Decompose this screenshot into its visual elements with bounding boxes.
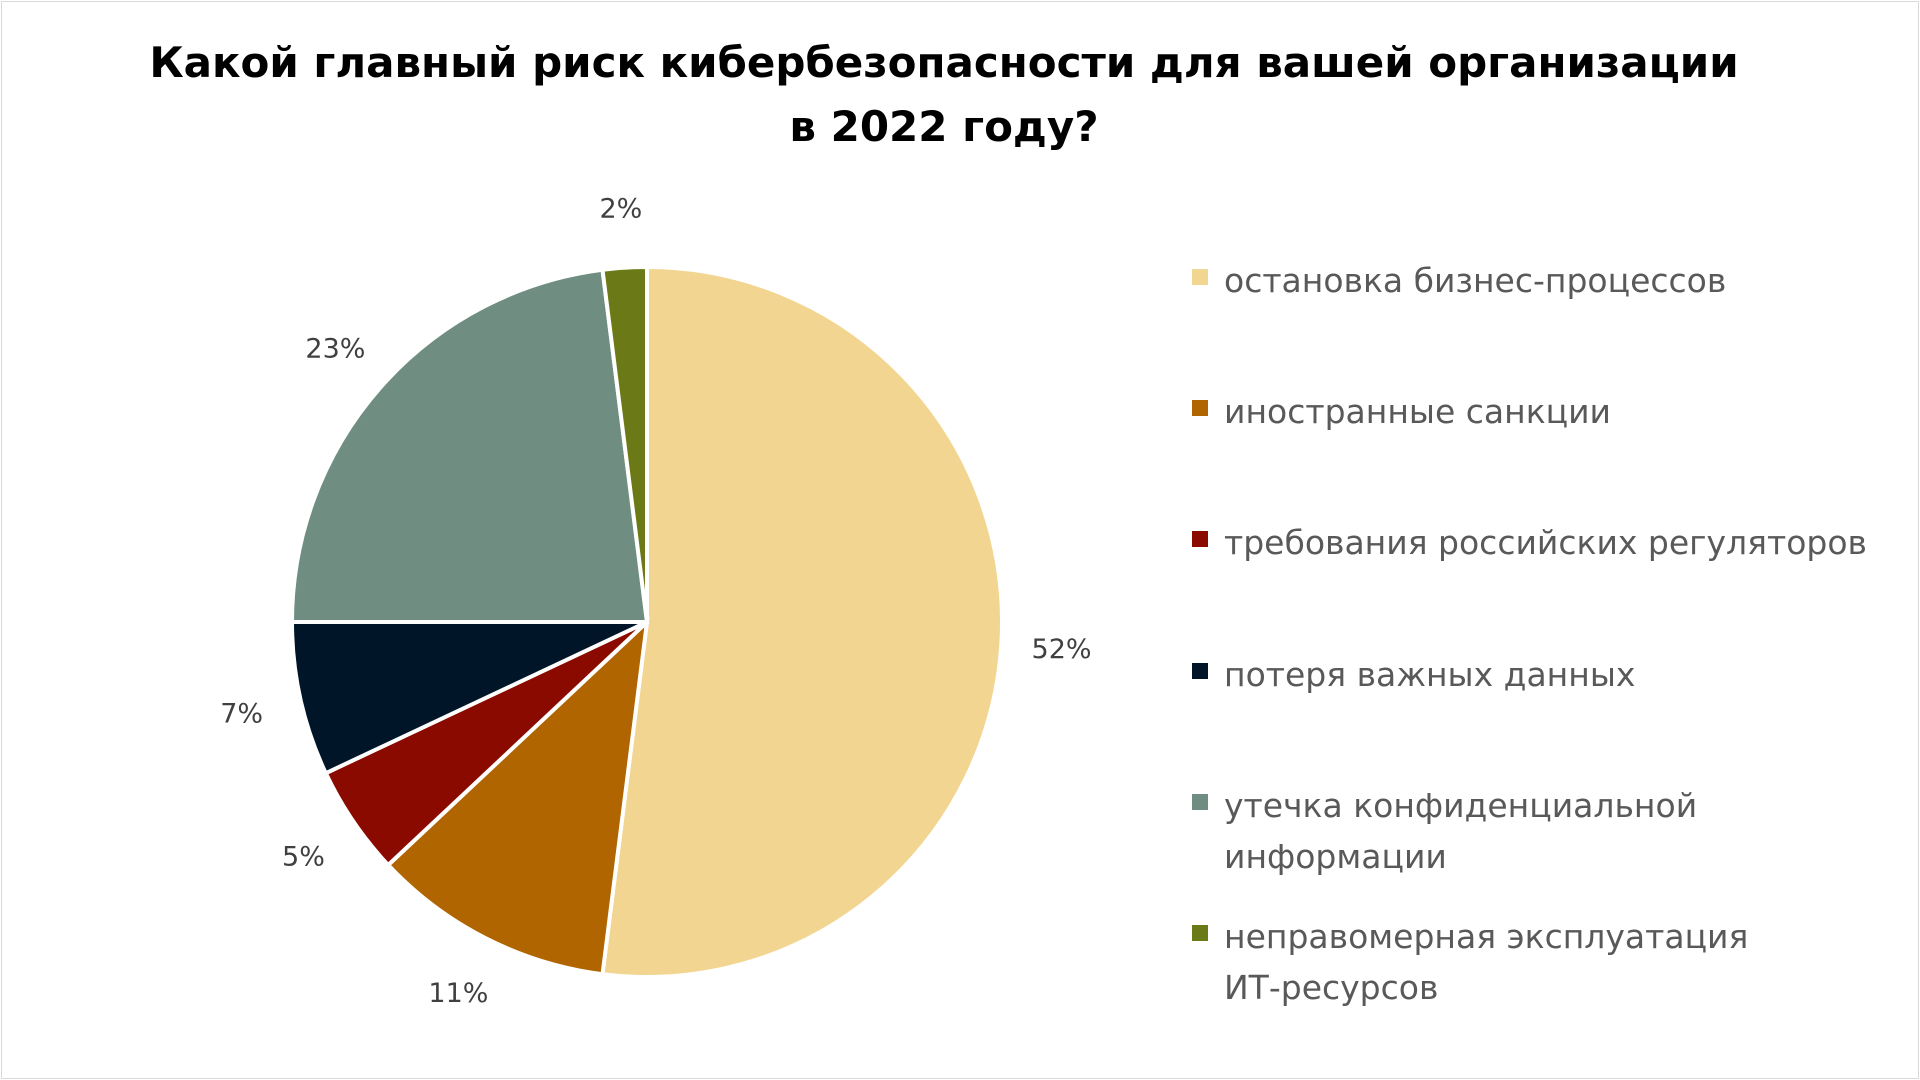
- data-label: 7%: [220, 699, 263, 730]
- data-label: 52%: [1032, 634, 1092, 665]
- legend-item: утечка конфиденциальной информации: [1192, 780, 1764, 882]
- legend-item: требования российских регуляторов: [1192, 517, 1904, 568]
- pie-slice: [385, 616, 650, 977]
- data-label: 11%: [428, 978, 488, 1009]
- pie-slice: [289, 620, 648, 776]
- legend-swatch: [1192, 400, 1208, 416]
- legend-item: иностранные санкции: [1192, 386, 1904, 437]
- chart-title-line-2: в 2022 году?: [789, 102, 1099, 151]
- legend-label: требования российских регуляторов: [1224, 523, 1867, 562]
- chart-title-line-1: Какой главный риск кибербезопасности для…: [149, 38, 1739, 87]
- legend-item: неправомерная эксплуатация ИТ-ресурсов: [1192, 911, 1764, 1013]
- data-label: 23%: [305, 333, 365, 364]
- pie-slice: [600, 264, 649, 623]
- legend-item: остановка бизнес-процессов: [1192, 255, 1904, 306]
- legend-swatch: [1192, 531, 1208, 547]
- legend-label: остановка бизнес-процессов: [1224, 261, 1727, 300]
- legend-swatch: [1192, 663, 1208, 679]
- legend-label: неправомерная эксплуатация ИТ-ресурсов: [1224, 917, 1749, 1007]
- legend-swatch: [1192, 794, 1208, 810]
- legend-swatch: [1192, 925, 1208, 941]
- pie-slice: [289, 267, 650, 624]
- data-label: 5%: [282, 841, 325, 872]
- pie-slice: [600, 264, 1004, 979]
- legend-label: утечка конфиденциальной информации: [1224, 786, 1698, 876]
- legend-label: потеря важных данных: [1224, 655, 1636, 694]
- legend-item: потеря важных данных: [1192, 649, 1904, 700]
- legend-swatch: [1192, 269, 1208, 285]
- data-label: 2%: [599, 193, 642, 224]
- legend-label: иностранные санкции: [1224, 392, 1611, 431]
